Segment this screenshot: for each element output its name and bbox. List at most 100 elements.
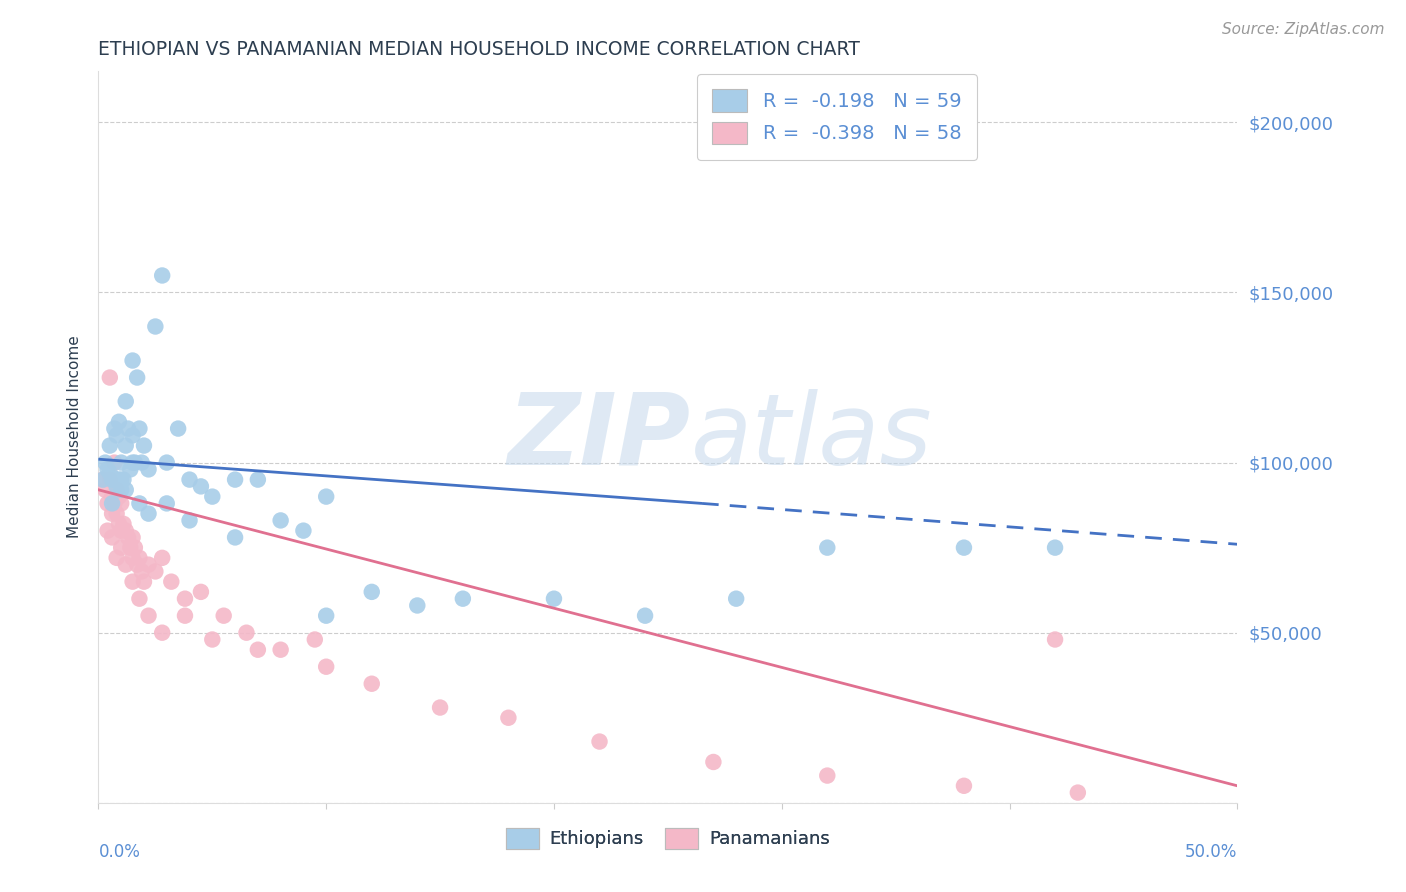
Point (101, 490, 124, 504)
Point (138, 462, 160, 476)
Point (101, 531, 124, 545)
Point (498, 711, 520, 725)
Point (128, 550, 150, 565)
Point (150, 550, 173, 565)
Point (160, 574, 183, 589)
Point (108, 473, 131, 487)
Point (588, 734, 610, 748)
Point (145, 565, 167, 579)
Point (953, 779, 976, 793)
Point (127, 558, 149, 572)
Point (120, 541, 142, 555)
Legend: Ethiopians, Panamanians: Ethiopians, Panamanians (495, 817, 841, 860)
Point (103, 456, 125, 470)
Point (91, 473, 114, 487)
Point (105, 428, 128, 442)
Point (96, 496, 118, 510)
Text: ETHIOPIAN VS PANAMANIAN MEDIAN HOUSEHOLD INCOME CORRELATION CHART: ETHIOPIAN VS PANAMANIAN MEDIAN HOUSEHOLD… (98, 39, 860, 59)
Point (174, 608, 197, 623)
Point (110, 483, 132, 497)
Point (98, 439, 121, 453)
Point (138, 507, 160, 521)
Point (725, 591, 748, 606)
Point (360, 677, 382, 691)
Point (98, 466, 121, 480)
Point (246, 642, 269, 657)
Point (124, 456, 146, 470)
Text: ZIP: ZIP (508, 389, 690, 485)
Point (117, 421, 139, 435)
Point (112, 473, 135, 487)
Point (105, 483, 128, 497)
Point (105, 507, 128, 521)
Point (128, 496, 150, 510)
Point (108, 415, 131, 429)
Point (96, 524, 118, 538)
Point (110, 473, 132, 487)
Point (360, 585, 382, 599)
Y-axis label: Median Household Income: Median Household Income (67, 335, 83, 539)
Point (110, 496, 132, 510)
Point (121, 550, 143, 565)
Point (114, 439, 136, 453)
Text: Source: ZipAtlas.com: Source: ZipAtlas.com (1222, 22, 1385, 37)
Point (150, 625, 173, 640)
Point (128, 591, 150, 606)
Point (138, 608, 160, 623)
Point (124, 541, 146, 555)
Point (101, 496, 124, 510)
Point (110, 456, 132, 470)
Point (543, 591, 565, 606)
Point (121, 574, 143, 589)
Text: 0.0%: 0.0% (98, 843, 141, 861)
Point (108, 490, 131, 504)
Point (121, 531, 143, 545)
Point (121, 428, 143, 442)
Point (94, 456, 117, 470)
Point (121, 456, 143, 470)
Point (127, 370, 149, 384)
Point (292, 524, 315, 538)
Point (105, 473, 128, 487)
Point (117, 531, 139, 545)
Point (429, 700, 451, 714)
Point (103, 496, 125, 510)
Point (110, 524, 132, 538)
Point (138, 558, 160, 572)
Point (105, 479, 128, 493)
Point (91, 473, 114, 487)
Point (451, 591, 474, 606)
Point (114, 483, 136, 497)
Point (634, 608, 657, 623)
Point (132, 439, 155, 453)
Point (1043, 541, 1066, 555)
Point (121, 353, 143, 368)
Point (156, 456, 179, 470)
Point (815, 768, 838, 782)
Point (120, 462, 142, 476)
Point (406, 599, 429, 613)
Point (224, 531, 246, 545)
Point (1067, 786, 1090, 800)
Point (315, 659, 337, 673)
Point (190, 479, 212, 493)
Point (114, 558, 136, 572)
Point (103, 421, 125, 435)
Point (128, 421, 150, 435)
Point (131, 565, 153, 579)
Point (114, 524, 136, 538)
Point (190, 585, 212, 599)
Point (101, 473, 124, 487)
Point (315, 490, 337, 504)
Point (235, 625, 257, 640)
Point (96, 462, 118, 476)
Point (179, 473, 201, 487)
Point (246, 473, 269, 487)
Point (150, 268, 173, 283)
Point (1043, 632, 1066, 647)
Point (98, 370, 121, 384)
Point (270, 513, 292, 527)
Point (179, 513, 201, 527)
Point (167, 421, 190, 435)
Point (98, 473, 121, 487)
